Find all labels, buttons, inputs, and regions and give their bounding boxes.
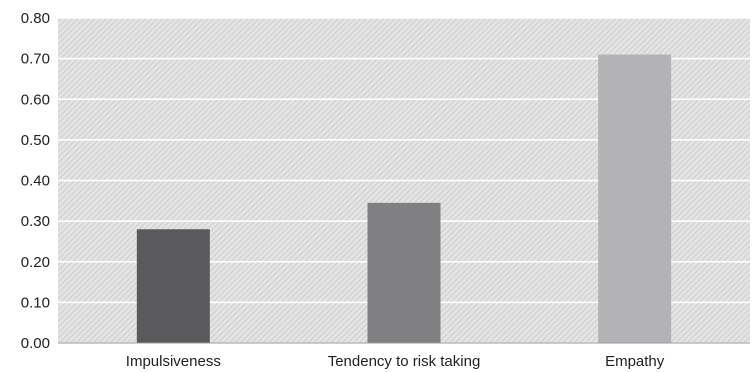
x-category-label: Empathy [605,353,665,370]
y-tick-label: 0.00 [21,335,50,352]
y-tick-label: 0.30 [21,213,50,230]
x-category-label: Impulsiveness [126,353,221,370]
y-tick-label: 0.60 [21,91,50,108]
bar-tendency-to-risk-taking [367,202,441,343]
y-tick-label: 0.40 [21,173,50,190]
bar-impulsiveness [136,229,210,343]
x-category-label: Tendency to risk taking [328,353,481,370]
y-tick-label: 0.70 [21,51,50,68]
y-tick-label: 0.20 [21,254,50,271]
bars [136,54,672,343]
x-axis-category-labels: Impulsiveness Tendency to risk taking Empa… [126,353,665,370]
y-tick-label: 0.10 [21,294,50,311]
y-tick-label: 0.80 [21,10,50,27]
bar-empathy [598,54,672,343]
y-tick-label: 0.50 [21,132,50,149]
y-axis-tick-labels: 0.00 0.10 0.20 0.30 0.40 0.50 0.60 0.70 0.80 [21,10,50,352]
